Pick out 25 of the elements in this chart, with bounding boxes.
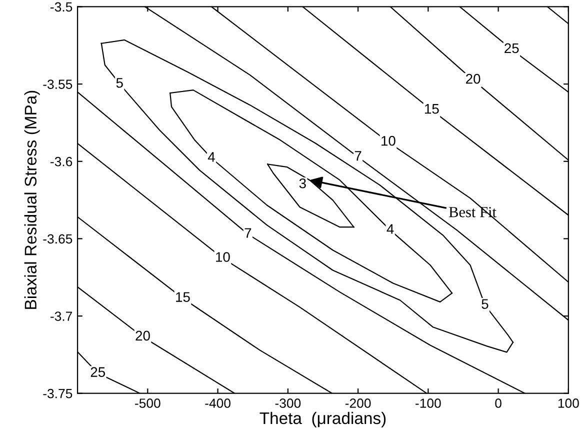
x-tick-label: -500 [135,398,160,408]
annotation: 3 [299,178,306,188]
annotation: 25 [504,43,519,54]
y-tick-label: -3.65 [43,234,72,244]
y-tick-label: -3.6 [50,156,72,166]
x-tick-label: -100 [416,398,441,408]
annotation: 10 [382,136,396,146]
x-axis-title: Theta (μradians) [260,412,386,428]
y-tick-label: -3.7 [50,312,72,321]
x-tick-label: 100 [558,398,579,408]
x-tick-label: -400 [205,398,230,408]
y-tick-label: -3.5 [50,2,72,12]
x-tick-label: -200 [345,398,371,408]
annotation: 20 [136,330,150,341]
annotation: 20 [466,74,480,84]
annotation: 15 [176,292,190,302]
annotation: 15 [425,104,439,114]
annotation: 10 [216,252,230,262]
y-tick-label: -3.55 [43,80,72,89]
annotation: 25 [90,367,106,377]
annotation: 5 [116,78,123,88]
x-tick-label: 0 [495,398,502,408]
y-tick-label: -3.75 [43,388,72,398]
y-axis-title: Biaxial Residual Stress (MPa) [24,90,40,309]
x-tick-label: -300 [275,398,301,408]
